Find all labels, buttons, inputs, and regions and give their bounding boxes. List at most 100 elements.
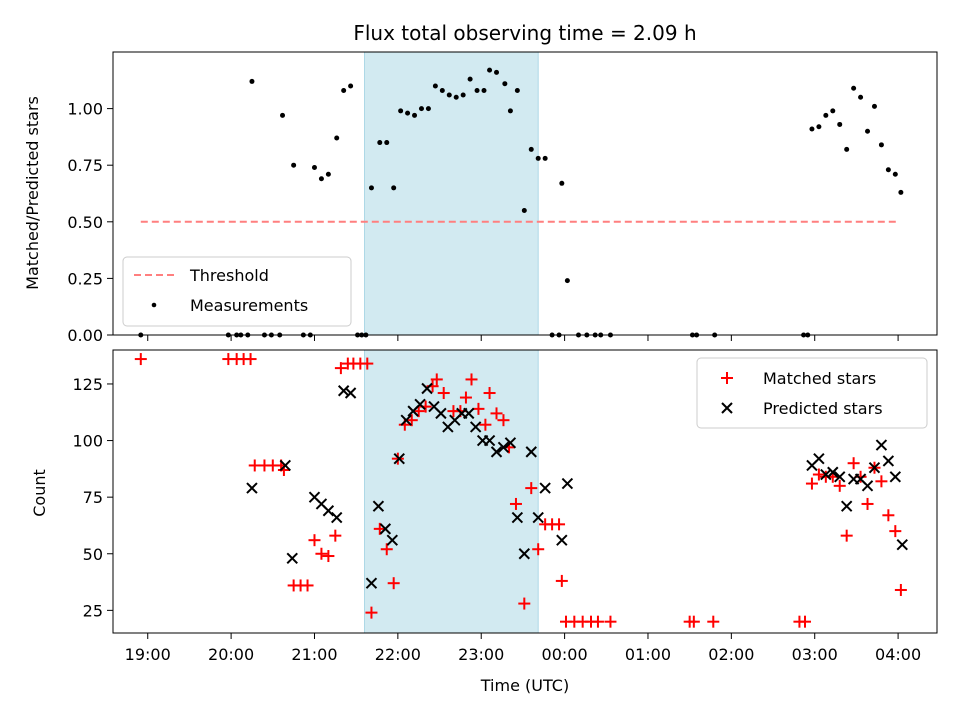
matched-star-point [497,414,510,427]
measurement-point [823,112,829,118]
x-tick-label: 00:00 [542,645,588,664]
top-y-axis-label: Matched/Predicted stars [23,96,42,290]
measurement-point [494,69,500,75]
measurement-point [809,126,815,132]
predicted-star-point [337,385,350,397]
predicted-star-point [561,477,574,490]
matched-star-point [437,387,450,400]
x-tick-label: 21:00 [291,645,337,664]
measurement-point [311,164,317,170]
measurement-point [348,83,354,89]
matched-star-point [334,362,347,375]
y-tick-label: 0.50 [67,213,103,232]
x-tick-label: 03:00 [792,645,838,664]
predicted-star-point [511,511,524,524]
legend-matched-label: Matched stars [763,369,876,388]
measurement-point [377,140,383,146]
predicted-star-point [393,452,405,465]
predicted-star-point [504,437,517,449]
predicted-star-point [435,407,447,420]
measurement-point [398,108,404,114]
matched-star-point [479,418,492,431]
matched-star-point [405,414,418,427]
measurement-point [816,124,822,130]
observing-window-shade-bottom [364,349,539,634]
y-tick-label: 1.00 [67,100,103,119]
matched-star-point [244,353,257,366]
predicted-star-point [322,505,335,517]
matched-star-point [840,529,853,542]
top-legend: Threshold Measurements [122,256,352,327]
ratio-panel: 0.00 0.25 0.50 0.75 1.00 Matched/Predicted s… [23,51,938,345]
y-tick-label: 100 [72,432,103,451]
measurement-point [502,81,508,87]
matched-star-point [805,477,818,490]
matched-star-point [322,550,335,563]
legend-measurement-swatch [151,302,157,308]
predicted-star-point [414,398,426,411]
predicted-star-point [518,548,531,560]
measurement-point [453,94,459,100]
matched-star-point [798,615,811,628]
matched-star-point [430,373,443,386]
measurement-point [384,140,390,146]
matched-star-point [308,534,321,547]
x-tick-label: 01:00 [625,645,671,664]
measurement-point [564,278,570,284]
measurement-point [487,67,493,73]
matched-star-point [472,402,485,415]
predicted-star-point [868,462,881,474]
measurement-point [878,142,884,148]
matched-star-point [591,615,604,628]
predicted-star-point [365,577,378,589]
predicted-star-point [497,441,510,454]
x-tick-label: 02:00 [708,645,754,664]
bottom-legend: Matched stars Predicted stars [696,357,928,429]
matched-star-point [459,391,472,404]
measurement-point [858,94,864,100]
measurement-point [892,171,898,177]
predicted-star-point [400,414,412,426]
matched-star-point [894,583,907,596]
matched-star-point [882,509,895,522]
matched-star-point [889,525,902,538]
measurement-point [871,103,877,109]
measurement-point [334,135,340,141]
matched-star-point [361,357,374,370]
x-tick-label: 04:00 [875,645,921,664]
matched-star-point [134,353,147,366]
legend-predicted-swatch [721,402,733,414]
chart-title: Flux total observing time = 2.09 h [353,21,696,45]
matched-star-point [555,574,568,587]
measurement-point [514,87,520,93]
bottom-axes-frame [112,349,938,634]
predicted-star-point [875,439,888,451]
legend-measurements-label: Measurements [190,296,308,315]
count-panel: 25 50 75 100 125 19:00 20:00 21:00 22:00 23:00 00… [30,349,938,695]
measurement-point [898,189,904,195]
matched-star-point [365,606,378,619]
predicted-star-point [827,466,839,478]
matched-star-point [301,579,314,592]
matched-star-point [490,407,503,420]
matched-star-point [315,547,328,560]
measurement-point [439,87,445,93]
measurement-point [851,85,857,91]
measurement-point [412,112,418,118]
predicted-star-point [525,446,537,458]
measurement-point [368,185,374,191]
predicted-star-point [279,459,292,472]
measurement-point [249,78,255,84]
y-tick-label: 25 [83,601,103,620]
predicted-star-points [246,382,908,589]
measurement-point [341,87,347,93]
matched-star-point [861,497,874,510]
predicted-star-point [834,471,846,483]
predicted-star-point [820,468,832,481]
matched-star-point [847,457,860,470]
matched-star-point [525,482,538,495]
matched-star-point [875,475,888,488]
y-tick-label: 0.25 [67,269,103,288]
x-tick-label: 23:00 [458,645,504,664]
